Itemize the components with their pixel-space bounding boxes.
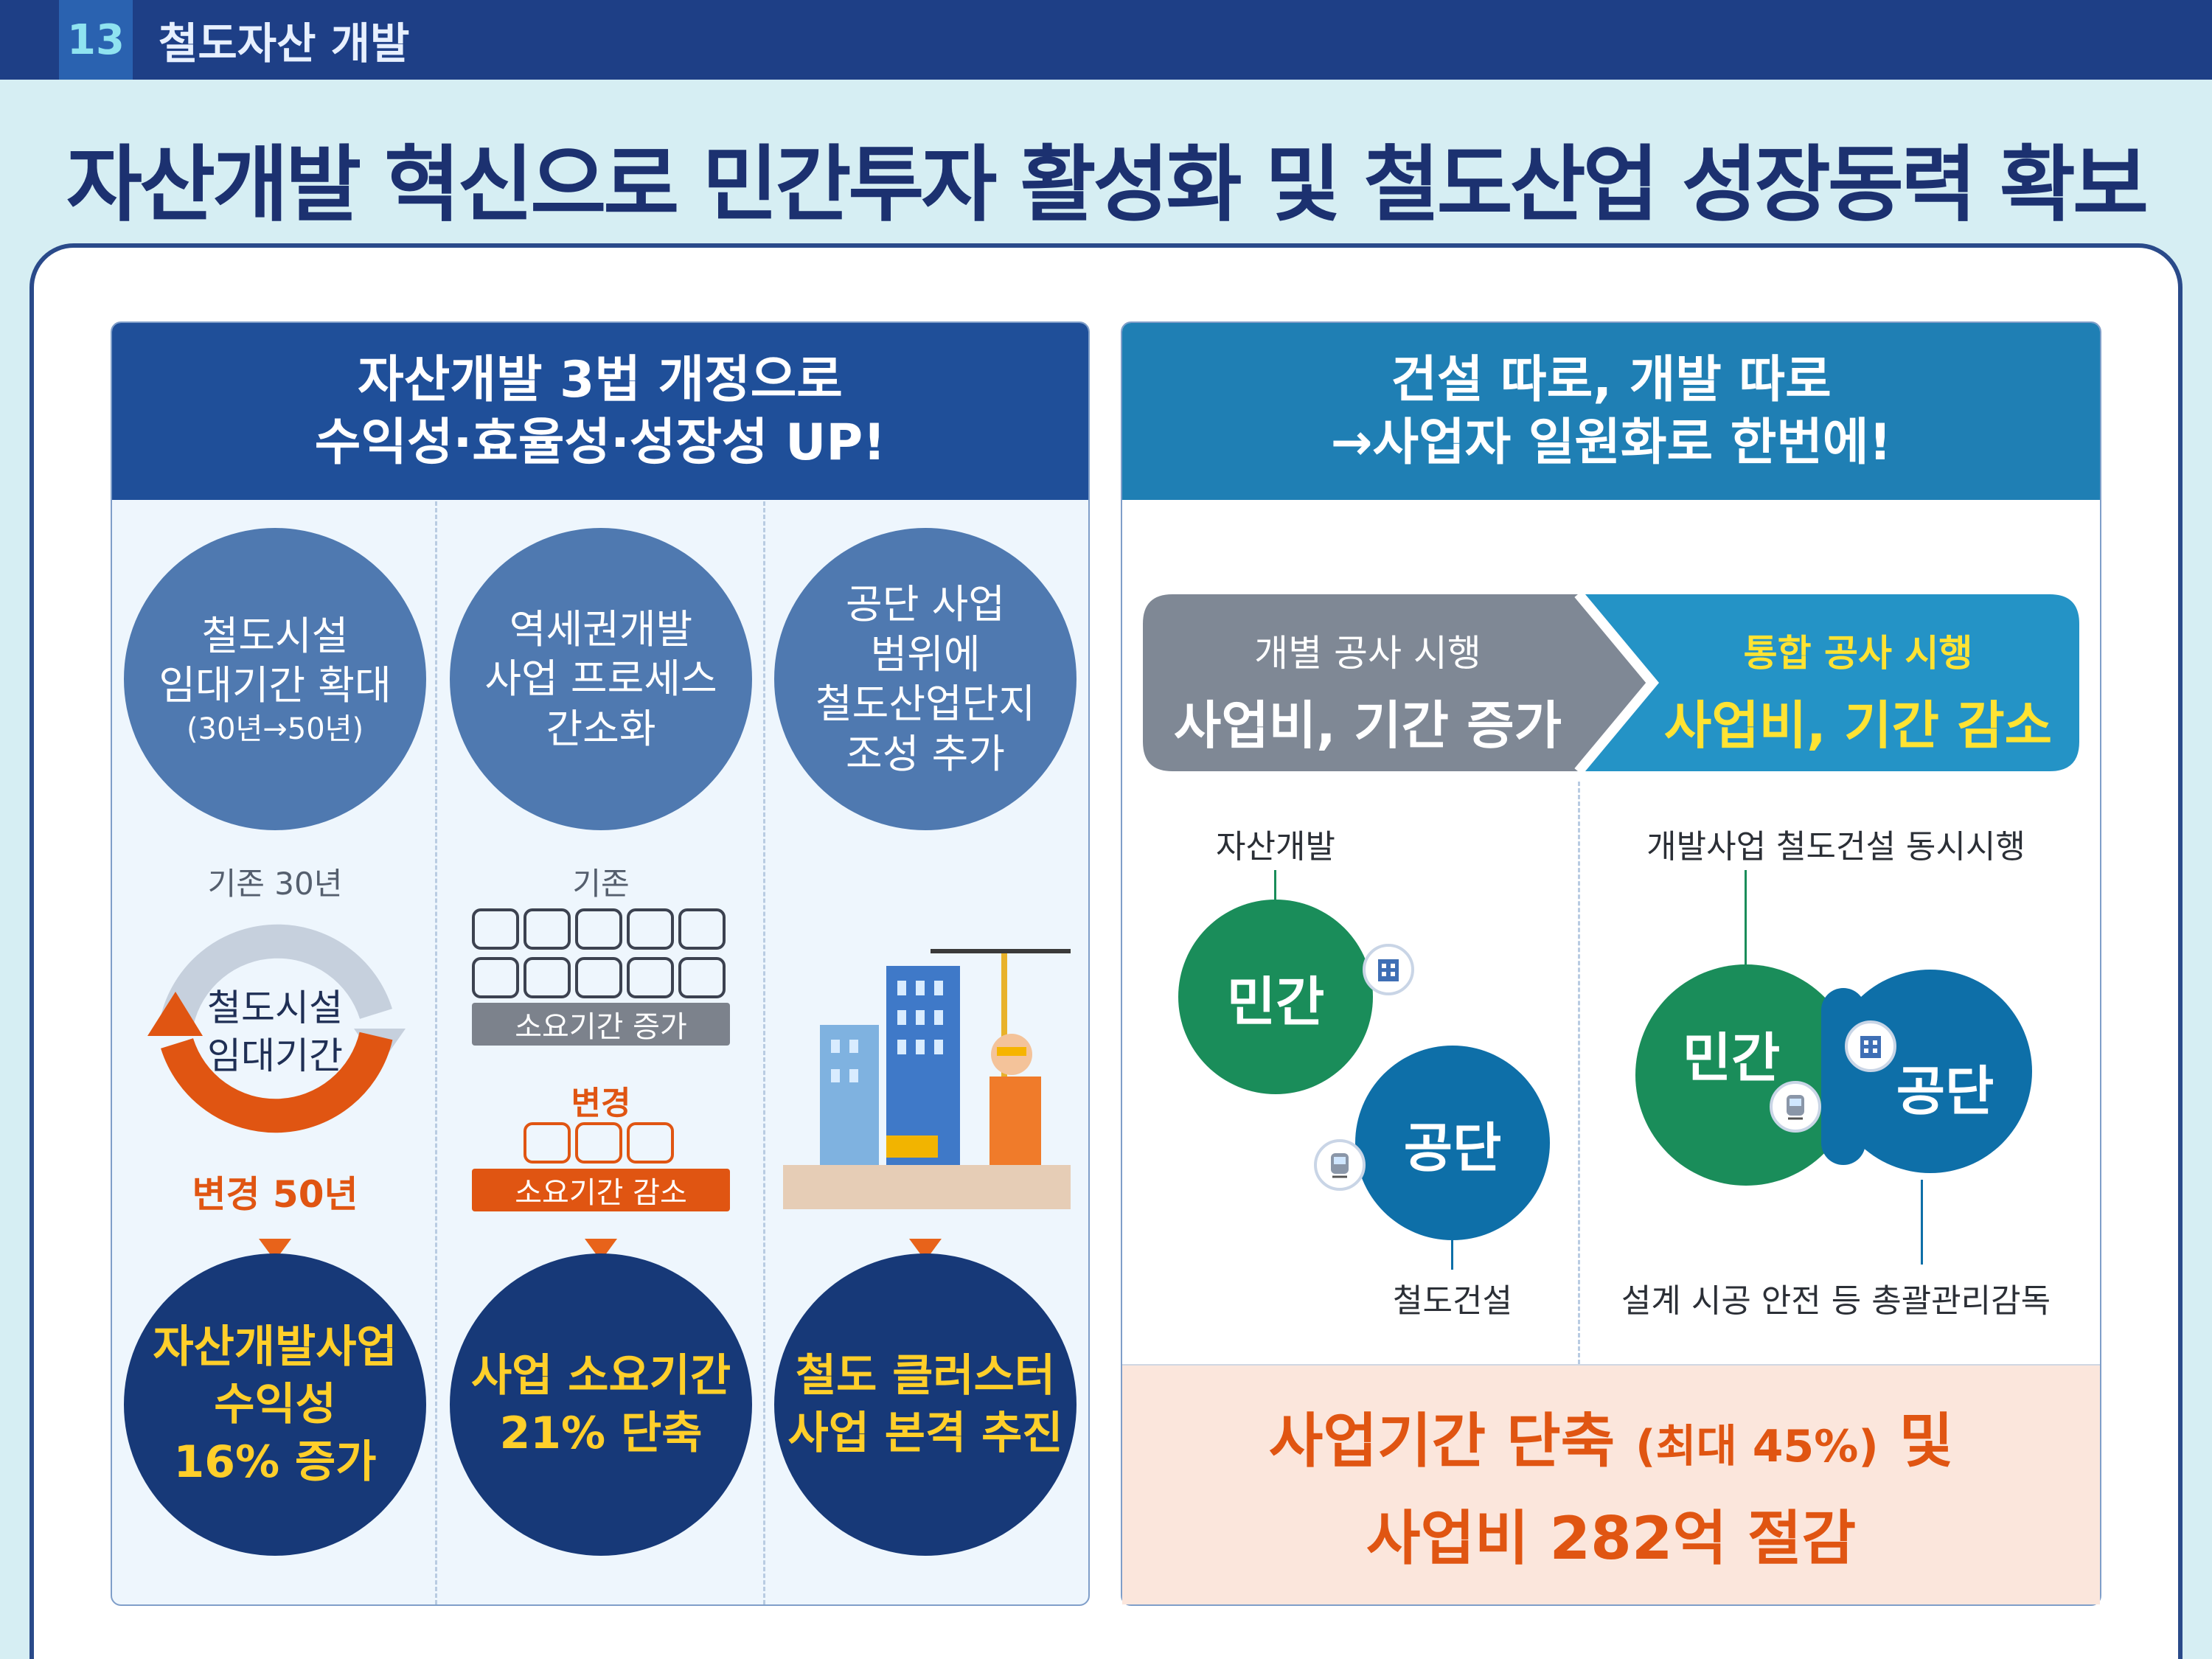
result-text: 철도 클러스터 [795, 1350, 1056, 1402]
circle-text: 조성 추가 [846, 730, 1005, 777]
integrated-construction-label: 통합 공사 시행 사업비, 기간 감소 [1652, 624, 2065, 759]
result-text: 사업 소요기간 [470, 1350, 731, 1402]
result-summary-box: 사업기간 단축 (최대 45%) 및 사업비 282억 절감 [1122, 1364, 2100, 1604]
private-label: 민간 [1226, 970, 1325, 1033]
circle-subtext: (30년→50년) [186, 712, 364, 746]
train-icon [1770, 1081, 1821, 1133]
connector-line [1451, 1240, 1453, 1270]
building-icon [1845, 1020, 1896, 1072]
left-heading-line2: 수익성·효율성·성장성 UP! [314, 414, 886, 472]
after-label: 변경 [571, 1085, 631, 1122]
public-label: 공단 [1403, 1116, 1502, 1179]
result-circle: 철도 클러스터 사업 본격 추진 [774, 1253, 1077, 1556]
column-divider [435, 501, 437, 1604]
result-line2: 사업비 282억 절감 [1366, 1504, 1857, 1573]
duration-increase-bar: 소요기간 증가 [472, 1003, 730, 1046]
oversight-label: 설계 시공 안전 등 총괄관리감독 [1621, 1282, 2051, 1320]
public-corporation-circle: 공단 [1355, 1046, 1550, 1240]
circle-text: 역세권개발 [509, 605, 693, 653]
private-circle: 민간 [1635, 964, 1857, 1186]
building-icon [1363, 944, 1414, 995]
result-text: 및 [1899, 1407, 1954, 1475]
cycle-arrow-icon [147, 924, 406, 1133]
column-divider [1578, 782, 1580, 1364]
result-text: 사업기간 단축 [1268, 1407, 1615, 1475]
process-steps-icon [472, 908, 726, 998]
before-label: 기존 [572, 866, 630, 902]
result-text-small: (최대 45%) [1635, 1421, 1879, 1472]
after-label: 변경 50년 [192, 1173, 358, 1216]
circle-text: 범위에 [870, 630, 981, 678]
top-bar [0, 0, 2212, 80]
circle-text: 임대기간 확대 [159, 662, 392, 709]
right-panel-heading: 건설 따로, 개발 따로 →사업자 일원화로 한번에! [1122, 323, 2100, 500]
private-label: 민간 [1682, 1026, 1781, 1089]
cycle-text: 임대기간 [207, 1034, 343, 1077]
circle-text: 사업 프로세스 [484, 655, 717, 703]
result-circle: 자산개발사업 수익성 16% 증가 [124, 1253, 426, 1556]
process-circle: 역세권개발 사업 프로세스 간소화 [450, 528, 752, 830]
result-line1: 사업기간 단축 (최대 45%) 및 [1122, 1394, 2100, 1479]
result-text: 16% 증가 [173, 1436, 377, 1488]
before-label: 기존 30년 [207, 866, 343, 902]
page-title: 자산개발 혁신으로 민간투자 활성화 및 철도산업 성장동력 확보 [66, 137, 2149, 233]
result-text: 수익성 [214, 1379, 336, 1430]
cycle-label: 철도시설 임대기간 [124, 984, 426, 1080]
circle-text: 공단 사업 [846, 581, 1005, 627]
simultaneous-execution-label: 개발사업 철도건설 동시시행 [1646, 828, 2025, 866]
lease-period-circle: 철도시설 임대기간 확대 (30년→50년) [124, 528, 426, 830]
arrow-top-text: 개별 공사 시행 [1254, 632, 1481, 675]
comparison-arrow-banner [1143, 594, 2079, 771]
column-divider [763, 501, 765, 1604]
circle-text: 간소화 [546, 705, 656, 752]
arrow-top-text: 통합 공사 시행 [1743, 632, 1973, 675]
result-circle: 사업 소요기간 21% 단축 [450, 1253, 752, 1556]
circle-text: 철도산업단지 [815, 681, 1036, 727]
public-label: 공단 [1896, 1060, 1994, 1122]
train-icon [1314, 1139, 1366, 1191]
right-heading-line1: 건설 따로, 개발 따로 [1391, 351, 1832, 409]
right-heading-line2: →사업자 일원화로 한번에! [1330, 414, 1892, 472]
section-number: 13 [59, 0, 133, 80]
arrow-bottom-text: 사업비, 기간 증가 [1173, 695, 1562, 756]
circle-text: 철도시설 [201, 612, 349, 659]
separate-construction-label: 개별 공사 시행 사업비, 기간 증가 [1150, 624, 1585, 759]
arrow-bottom-text: 사업비, 기간 감소 [1663, 695, 2053, 756]
simplified-steps-icon [524, 1122, 674, 1164]
industrial-complex-circle: 공단 사업 범위에 철도산업단지 조성 추가 [774, 528, 1077, 830]
private-circle: 민간 [1178, 900, 1373, 1094]
construction-site-illustration [783, 949, 1071, 1209]
railway-construction-label: 철도건설 [1393, 1282, 1512, 1320]
result-text: 사업 본격 추진 [787, 1408, 1063, 1459]
duration-decrease-bar: 소요기간 감소 [472, 1169, 730, 1211]
overlap-lens [1821, 988, 1865, 1165]
left-heading-line1: 자산개발 3법 개정으로 [358, 351, 843, 409]
connector-line [1274, 870, 1276, 900]
connector-line [1745, 870, 1747, 966]
result-text: 21% 단축 [499, 1408, 703, 1459]
connector-line [1921, 1180, 1923, 1265]
cycle-text: 철도시설 [207, 987, 343, 1029]
section-title: 철도자산 개발 [159, 18, 410, 69]
result-text: 자산개발사업 [153, 1321, 397, 1373]
asset-development-label: 자산개발 [1216, 828, 1335, 866]
left-panel-heading: 자산개발 3법 개정으로 수익성·효율성·성장성 UP! [112, 323, 1088, 500]
